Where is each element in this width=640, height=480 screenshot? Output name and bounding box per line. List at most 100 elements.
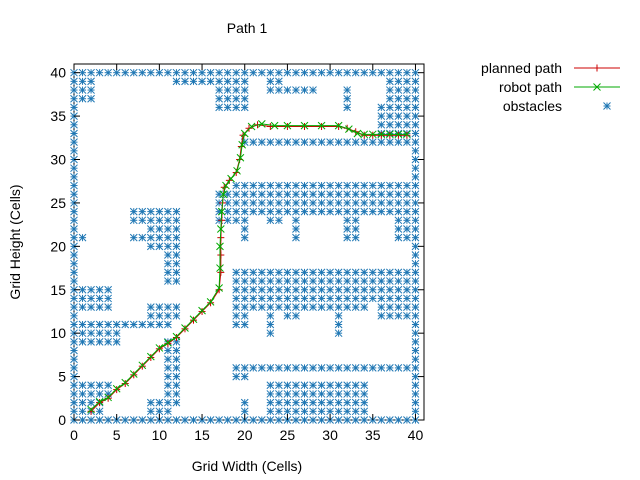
x-tick-label: 5 (113, 427, 121, 443)
obstacle-point (386, 138, 394, 146)
series-point (129, 370, 138, 378)
obstacle-point (78, 303, 87, 311)
x-tick-label: 30 (322, 427, 338, 443)
obstacle-point (70, 207, 78, 216)
obstacle-point (266, 303, 275, 311)
x-tick-label: 10 (152, 427, 168, 443)
series-point (334, 121, 343, 130)
obstacle-point (70, 77, 78, 86)
series-point (353, 129, 362, 138)
y-tick-label: 40 (50, 65, 66, 81)
obstacle-point (223, 94, 232, 103)
obstacle-point (334, 285, 343, 294)
obstacle-point (138, 233, 147, 242)
obstacle-point (411, 355, 420, 364)
obstacle-point (104, 303, 112, 311)
obstacle-point (326, 390, 334, 398)
obstacle-point (104, 285, 112, 294)
obstacle-point (386, 364, 394, 372)
series-point (219, 190, 228, 199)
obstacle-point (351, 216, 360, 225)
obstacle-point (292, 303, 300, 311)
series-point (345, 125, 353, 133)
obstacle-point (232, 320, 241, 329)
obstacle-point (411, 155, 420, 164)
obstacle-point (275, 207, 283, 216)
series-point (300, 121, 309, 130)
obstacle-point (70, 346, 78, 355)
series-point (96, 399, 104, 407)
obstacle-point (249, 190, 258, 199)
obstacle-point (351, 199, 360, 207)
obstacle-point (351, 233, 360, 242)
obstacle-point (351, 181, 360, 190)
obstacle-point (266, 285, 275, 294)
obstacle-point (146, 233, 155, 242)
obstacle-point (70, 259, 78, 268)
obstacle-point (249, 294, 258, 303)
obstacle-point (326, 398, 334, 407)
obstacle-point (394, 181, 403, 190)
plot-frame (73, 63, 425, 421)
obstacle-point (386, 77, 394, 86)
obstacle-point (351, 407, 360, 416)
obstacle-point (326, 277, 334, 285)
obstacle-point (411, 216, 420, 225)
series-point (360, 130, 369, 139)
obstacle-point (232, 181, 241, 190)
obstacle-point (232, 199, 241, 207)
obstacle-point (87, 94, 95, 103)
obstacle-point (309, 181, 317, 190)
obstacle-point (249, 207, 258, 216)
series-point (216, 242, 224, 251)
obstacle-point (266, 199, 275, 207)
obstacle-point (95, 390, 104, 398)
legend-item: obstacles (503, 98, 611, 114)
obstacle-point (232, 86, 241, 94)
obstacle-point (377, 294, 386, 303)
obstacle-point (70, 103, 78, 112)
obstacle-point (275, 390, 283, 398)
obstacle-point (146, 225, 155, 233)
obstacle-point (266, 86, 275, 94)
obstacle-point (317, 207, 326, 216)
obstacle-point (129, 216, 138, 225)
obstacle-point (360, 190, 369, 199)
obstacle-point (292, 311, 300, 320)
obstacle-point (275, 86, 283, 94)
obstacle-point (70, 303, 78, 311)
obstacle-point (78, 320, 87, 329)
obstacle-point (411, 268, 420, 277)
obstacle-point (360, 68, 369, 77)
obstacle-point (351, 364, 360, 372)
obstacle-point (275, 303, 283, 311)
obstacle-point (266, 416, 275, 424)
series-point (95, 397, 104, 406)
obstacle-point (403, 103, 411, 112)
obstacle-point (300, 138, 309, 146)
obstacle-point (283, 190, 292, 199)
obstacle-point (360, 207, 369, 216)
obstacle-point (403, 207, 411, 216)
series-point (121, 380, 129, 388)
obstacle-point (386, 303, 394, 311)
obstacle-point (70, 338, 78, 346)
obstacle-point (292, 181, 300, 190)
obstacle-point (223, 103, 232, 112)
obstacle-point (343, 407, 352, 416)
obstacle-point (189, 68, 198, 77)
obstacle-point (232, 372, 241, 381)
obstacle-point (351, 398, 360, 407)
obstacle-point (377, 268, 386, 277)
obstacle-point (309, 364, 317, 372)
series-point (138, 362, 146, 370)
obstacle-point (275, 77, 283, 86)
obstacle-point (172, 381, 181, 390)
obstacle-point (343, 390, 352, 398)
obstacle-point (78, 329, 87, 338)
obstacle-point (334, 390, 343, 398)
obstacle-point (386, 103, 394, 112)
obstacle-point (309, 68, 317, 77)
obstacle-point (334, 277, 343, 285)
y-tick-label: 0 (58, 412, 66, 428)
